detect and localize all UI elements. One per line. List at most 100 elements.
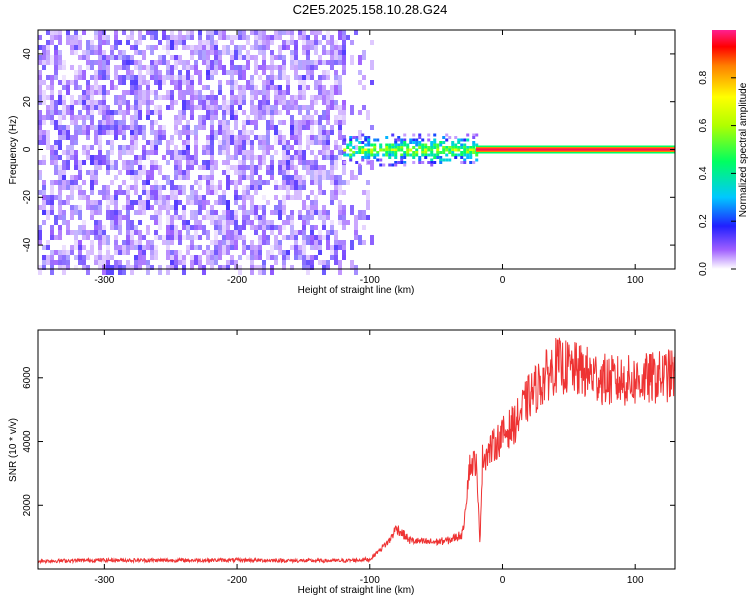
spectrogram-cell xyxy=(274,125,278,135)
spectrogram-cell xyxy=(190,160,194,165)
spectrogram-cell xyxy=(427,148,431,152)
spectrogram-cell xyxy=(238,150,242,155)
spectrogram-cell xyxy=(138,260,142,270)
spectrogram-cell xyxy=(358,110,362,115)
spectrogram-cell xyxy=(154,165,158,170)
spectrogram-cell xyxy=(166,230,170,235)
spectrogram-cell xyxy=(86,150,90,155)
spectrogram-cell xyxy=(430,163,434,167)
spectrogram-cell xyxy=(286,255,290,260)
spectrogram-cell xyxy=(262,145,266,150)
spectrogram-cell xyxy=(106,265,110,275)
spectrogram-cell xyxy=(463,153,467,157)
spectrogram-cell xyxy=(400,146,404,149)
spectrogram-cell xyxy=(146,265,150,275)
spectrogram-cell xyxy=(254,230,258,235)
spectrogram-cell xyxy=(98,40,102,45)
spectrogram-cell xyxy=(466,146,470,149)
spectrogram-cell xyxy=(403,163,407,167)
spectrogram-cell xyxy=(210,220,214,225)
spectrogram-cell xyxy=(214,95,218,100)
spectrogram-cell xyxy=(310,210,314,215)
spectrogram-cell xyxy=(254,245,258,250)
spectrogram-cell xyxy=(334,105,338,110)
spectrogram-cell xyxy=(74,130,78,135)
spectrogram-cell xyxy=(70,110,74,120)
spectrogram-cell xyxy=(338,265,342,275)
spectrogram-cell xyxy=(274,100,278,105)
spectrogram-cell xyxy=(302,235,306,240)
spectrogram-cell xyxy=(170,190,174,195)
spectrogram-cell xyxy=(282,210,286,215)
spectrogram-cell xyxy=(70,180,74,185)
spectrogram-cell xyxy=(58,170,62,180)
spectrogram-cell xyxy=(54,100,58,110)
spectrogram-cell xyxy=(58,165,62,170)
spectrogram-cell xyxy=(150,65,154,70)
spectrogram-cell xyxy=(338,60,342,65)
spectrogram-cell xyxy=(342,150,346,155)
spectrogram-cell xyxy=(46,255,50,265)
spectrogram-cell xyxy=(62,175,66,180)
spectrogram-cell xyxy=(146,190,150,200)
spectrogram-cell xyxy=(322,215,326,220)
spectrogram-cell xyxy=(130,70,134,75)
spectrogram-cell xyxy=(258,180,262,185)
spectrogram-cell xyxy=(310,225,314,230)
spectrogram-cell xyxy=(126,105,130,115)
spectrogram-cell xyxy=(286,215,290,220)
spectrogram-cell xyxy=(282,265,286,270)
spectrogram-cell xyxy=(58,65,62,70)
spectrogram-cell xyxy=(286,155,290,160)
spectrogram-cell xyxy=(198,265,202,270)
spectrogram-cell xyxy=(234,50,238,60)
spectrogram-cell xyxy=(338,135,342,140)
spectrogram-cell xyxy=(310,255,314,260)
spectrogram-cell xyxy=(206,180,210,185)
spectrogram-cell xyxy=(334,235,338,240)
spectrogram-cell xyxy=(361,141,365,144)
spectrogram-cell xyxy=(302,105,306,110)
spectrogram-cell xyxy=(134,65,138,70)
spectrogram-cell xyxy=(110,130,114,135)
spectrogram-cell xyxy=(258,265,262,275)
spectrogram-cell xyxy=(350,260,354,270)
spectrogram-cell xyxy=(38,265,42,275)
spectrogram-cell xyxy=(222,105,226,110)
spectrogram-cell xyxy=(162,55,166,65)
spectrogram-cell xyxy=(250,75,254,80)
spectrogram-cell xyxy=(154,110,158,115)
spectrogram-cell xyxy=(418,133,422,137)
spectrogram-cell xyxy=(174,55,178,60)
spectrogram-cell xyxy=(70,155,74,160)
spectrogram-cell xyxy=(182,235,186,240)
spectrogram-cell xyxy=(397,148,401,152)
spectrogram-cell xyxy=(469,153,473,157)
spectrogram-cell xyxy=(138,155,142,160)
spectrogram-cell xyxy=(134,80,138,90)
spectrogram-cell xyxy=(242,190,246,200)
spectrogram-cell xyxy=(454,148,458,152)
spectrogram-cell xyxy=(258,205,262,210)
spectrogram-cell xyxy=(58,230,62,240)
spectrogram-cell xyxy=(130,185,134,190)
spectrogram-cell xyxy=(174,230,178,235)
spectrogram-cell xyxy=(186,200,190,205)
spectrogram-cell xyxy=(338,240,342,245)
spectrogram-cell xyxy=(234,210,238,215)
spectrogram-cell xyxy=(258,40,262,45)
spectrogram-cell xyxy=(74,155,78,160)
spectrogram-cell xyxy=(70,50,74,55)
spectrogram-cell xyxy=(78,40,82,50)
spectrogram-cell xyxy=(178,190,182,195)
spectrogram-cell xyxy=(302,60,306,70)
spectrogram-cell xyxy=(358,80,362,85)
spectrogram-cell xyxy=(388,153,392,157)
spectrogram-cell xyxy=(42,80,46,85)
spectrogram-cell xyxy=(162,80,166,85)
spectrogram-cell xyxy=(194,230,198,240)
spectrogram-cell xyxy=(222,170,226,175)
spectrogram-cell xyxy=(362,190,366,195)
spectrogram-cell xyxy=(158,265,162,275)
spectrogram-cell xyxy=(142,200,146,210)
